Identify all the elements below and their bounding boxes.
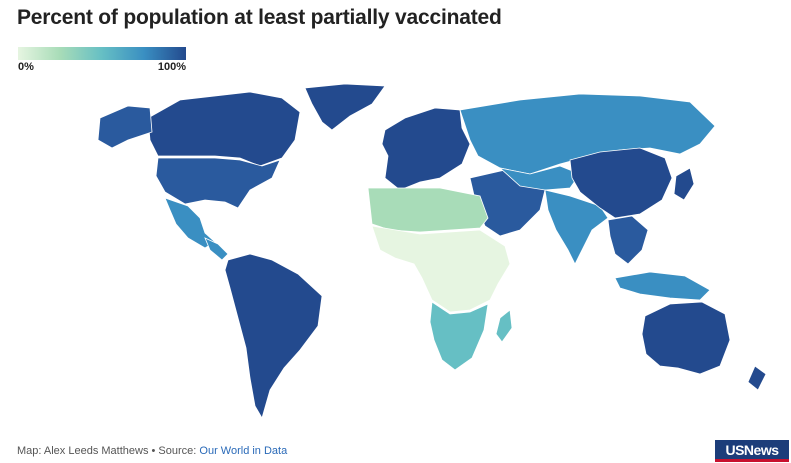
region-central-africa[interactable] xyxy=(371,225,511,313)
region-russia[interactable] xyxy=(459,93,716,175)
legend-gradient-bar xyxy=(18,47,186,60)
region-new-zealand[interactable] xyxy=(747,365,767,391)
region-indonesia[interactable] xyxy=(614,271,711,301)
credit-text: Map: Alex Leeds Matthews • Source: xyxy=(17,445,200,457)
region-australia[interactable] xyxy=(641,301,731,375)
region-southern-africa[interactable] xyxy=(429,301,489,371)
legend-max-label: 100% xyxy=(157,61,186,73)
region-china[interactable] xyxy=(569,147,673,219)
usnews-logo: USNews xyxy=(715,440,789,462)
region-japan[interactable] xyxy=(673,167,695,201)
region-india[interactable] xyxy=(544,189,609,265)
region-central-america[interactable] xyxy=(204,237,229,261)
region-madagascar[interactable] xyxy=(495,309,513,343)
world-map xyxy=(97,83,767,420)
region-north-africa[interactable] xyxy=(367,187,489,233)
region-greenland[interactable] xyxy=(304,83,386,131)
color-legend: 0% 100% xyxy=(18,47,186,74)
chart-title: Percent of population at least partially… xyxy=(17,6,502,29)
source-link[interactable]: Our World in Data xyxy=(199,445,288,457)
legend-min-label: 0% xyxy=(18,61,34,73)
region-southeast-asia[interactable] xyxy=(607,215,649,265)
region-canada[interactable] xyxy=(147,91,301,167)
region-europe[interactable] xyxy=(381,107,471,191)
source-credit: Map: Alex Leeds Matthews • Source: Our W… xyxy=(17,445,287,457)
region-south-america[interactable] xyxy=(224,253,323,420)
region-united-states[interactable] xyxy=(155,157,281,209)
region-alaska[interactable] xyxy=(97,105,153,149)
